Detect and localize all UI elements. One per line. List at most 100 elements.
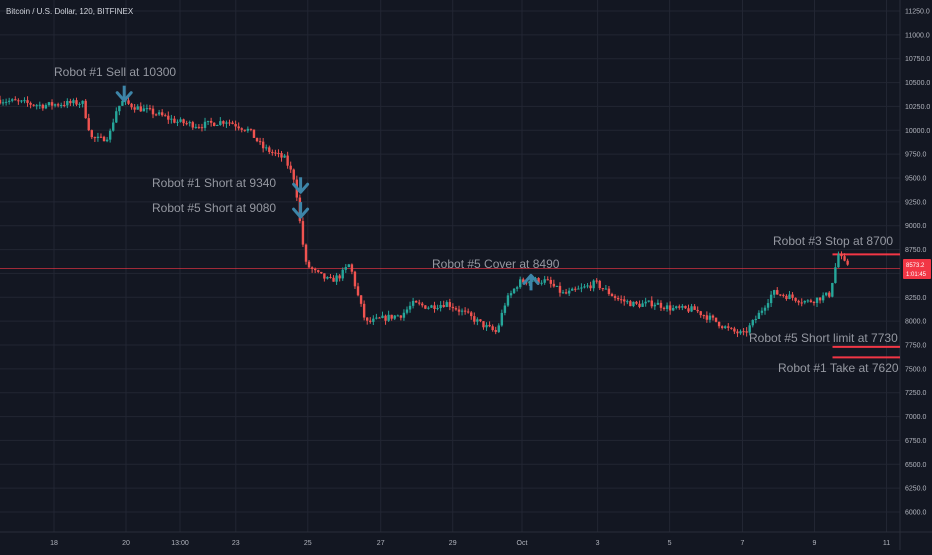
candle-body xyxy=(332,277,335,282)
candle-body xyxy=(170,118,173,120)
y-tick-label: 6750.0 xyxy=(905,438,927,445)
candle-body xyxy=(405,309,409,313)
candle-body xyxy=(323,273,326,279)
y-tick-label: 8000.0 xyxy=(905,319,927,326)
candle-body xyxy=(543,279,546,283)
candle-body xyxy=(26,100,29,103)
candle-body xyxy=(445,302,448,307)
candle-body xyxy=(457,309,461,312)
candle-body xyxy=(788,294,791,299)
x-tick-label: 7 xyxy=(741,540,745,547)
candle-body xyxy=(574,288,577,290)
x-tick-label: 25 xyxy=(304,540,312,547)
candle-body xyxy=(595,280,598,282)
candle-body xyxy=(375,317,378,319)
x-tick-label: 13:00 xyxy=(171,540,189,547)
candle-body xyxy=(69,100,72,104)
candle-body xyxy=(136,106,139,110)
candle-body xyxy=(203,121,207,128)
candle-body xyxy=(268,147,271,152)
candle-body xyxy=(571,288,574,291)
y-tick-label: 8750.0 xyxy=(905,247,927,254)
horizontal-lines xyxy=(0,253,900,359)
candle-body xyxy=(610,294,614,297)
candle-body xyxy=(466,311,470,313)
x-tick-label: 11 xyxy=(883,540,890,547)
candle-body xyxy=(41,104,45,109)
candle-body xyxy=(635,301,638,304)
y-tick-label: 8250.0 xyxy=(905,295,927,302)
candle-body xyxy=(727,326,730,328)
candle-body xyxy=(4,101,8,103)
candle-body xyxy=(684,305,687,309)
candle-body xyxy=(240,128,243,130)
candle-body xyxy=(583,286,586,288)
candle-body xyxy=(191,122,194,128)
arrow-down-icon xyxy=(292,202,310,219)
candle-body xyxy=(463,310,467,312)
candle-body xyxy=(63,104,66,106)
candle-body xyxy=(7,100,11,102)
candle-body xyxy=(60,104,63,106)
candle-body xyxy=(252,129,256,138)
candle-body xyxy=(145,108,149,110)
candle-body xyxy=(552,283,556,287)
candle-body xyxy=(213,122,216,126)
candle-body xyxy=(616,297,620,300)
y-tick-label: 11000.0 xyxy=(905,32,930,39)
candle-body xyxy=(506,295,510,306)
candle-body xyxy=(766,303,770,308)
candle-body xyxy=(280,153,283,158)
candle-body xyxy=(402,312,406,318)
candle-body xyxy=(326,276,329,279)
candle-body xyxy=(179,119,182,122)
candle-body xyxy=(421,303,424,306)
candle-body xyxy=(803,300,806,303)
candle-body xyxy=(283,155,286,158)
candle-body xyxy=(84,100,87,119)
candle-body xyxy=(424,305,427,309)
candle-body xyxy=(433,305,436,309)
candle-body xyxy=(90,130,93,138)
time-axis[interactable]: 18 20 13:00 23 25 27 29 Oct 3 5 7 9 11 xyxy=(50,540,890,547)
candle-body xyxy=(476,319,479,322)
y-tick-label: 7500.0 xyxy=(905,366,927,373)
candle-body xyxy=(555,285,559,287)
candle-body xyxy=(537,278,540,284)
candle-body xyxy=(216,124,219,126)
candle-body xyxy=(418,302,421,304)
candle-body xyxy=(384,315,387,321)
candle-body xyxy=(561,292,565,294)
candle-body xyxy=(390,314,393,319)
candle-body xyxy=(846,260,849,265)
candle-body xyxy=(53,104,57,106)
candle-body xyxy=(815,297,819,303)
candle-body xyxy=(72,100,75,104)
candle-body xyxy=(50,102,54,106)
candle-body xyxy=(702,315,705,317)
price-badge-countdown: 1:01:45 xyxy=(906,272,927,278)
candle-body xyxy=(366,317,369,321)
candle-body xyxy=(693,306,696,310)
candle-body xyxy=(577,288,580,290)
candle-body xyxy=(396,315,399,317)
candle-body xyxy=(442,304,445,307)
candle-body xyxy=(470,312,473,317)
candle-body xyxy=(188,122,191,124)
candle-body xyxy=(142,108,146,112)
candle-body xyxy=(736,331,739,334)
candle-body xyxy=(194,126,198,128)
y-tick-label: 10500.0 xyxy=(905,80,930,87)
annotation-robot1-short: Robot #1 Short at 9340 xyxy=(152,176,276,190)
x-tick-label: 23 xyxy=(232,540,240,547)
candle-body xyxy=(130,103,133,108)
candle-body xyxy=(362,303,366,318)
candle-body xyxy=(540,282,543,284)
candle-body xyxy=(231,122,234,125)
candle-body xyxy=(589,285,592,289)
candle-body xyxy=(335,275,338,282)
candle-body xyxy=(393,315,396,319)
candle-body xyxy=(800,302,803,304)
candle-body xyxy=(644,301,647,304)
